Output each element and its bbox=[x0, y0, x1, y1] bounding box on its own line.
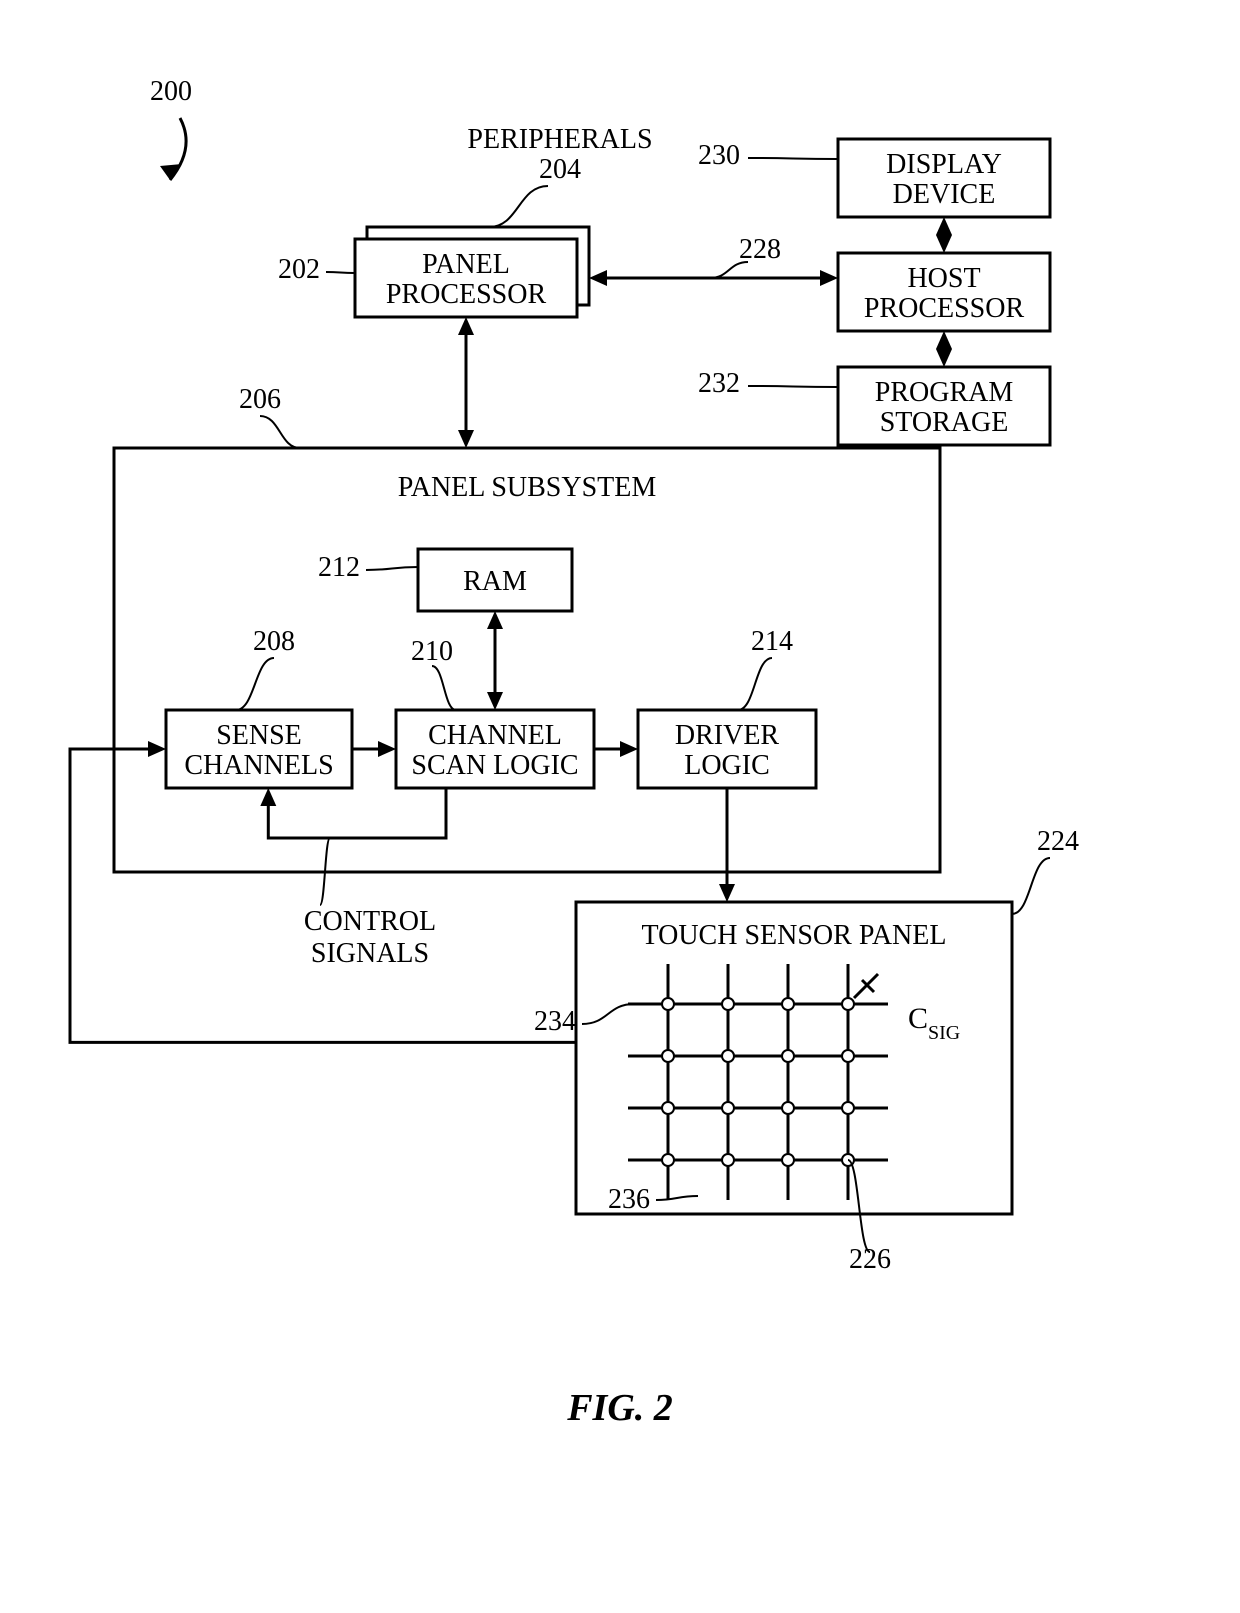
ref-232: 232 bbox=[698, 368, 740, 399]
ref-208: 208 bbox=[253, 626, 295, 657]
panel-subsystem-box bbox=[114, 448, 940, 872]
ram-label: RAM bbox=[463, 566, 527, 597]
channel-scan-l2: SCAN LOGIC bbox=[411, 750, 578, 781]
panel-processor-l1: PANEL bbox=[422, 249, 510, 280]
program-storage-l2: STORAGE bbox=[880, 407, 1009, 438]
ref-204: 204 bbox=[539, 154, 581, 185]
driver-logic-l1: DRIVER bbox=[675, 720, 780, 751]
ref-206: 206 bbox=[239, 384, 281, 415]
peripherals-label: PERIPHERALS bbox=[467, 124, 652, 155]
touch-sensor-panel-label: TOUCH SENSOR PANEL bbox=[642, 920, 947, 951]
host-processor-l1: HOST bbox=[907, 263, 980, 294]
ref-200-text: 200 bbox=[150, 76, 192, 107]
control-signals-l2: SIGNALS bbox=[311, 938, 429, 969]
panel-processor-l2: PROCESSOR bbox=[386, 279, 547, 310]
ref-224: 224 bbox=[1037, 826, 1079, 857]
ref-200 bbox=[160, 118, 186, 180]
driver-logic-l2: LOGIC bbox=[684, 750, 770, 781]
ref-234: 234 bbox=[534, 1006, 576, 1037]
ref-210: 210 bbox=[411, 636, 453, 667]
channel-scan-l1: CHANNEL bbox=[428, 720, 562, 751]
panel-subsystem-label: PANEL SUBSYSTEM bbox=[398, 472, 657, 503]
ref-236: 236 bbox=[608, 1184, 650, 1215]
ref-226: 226 bbox=[849, 1244, 891, 1275]
display-device-l2: DEVICE bbox=[893, 179, 996, 210]
ref-214: 214 bbox=[751, 626, 793, 657]
program-storage-l1: PROGRAM bbox=[875, 377, 1014, 408]
control-signals-l1: CONTROL bbox=[304, 906, 436, 937]
display-device-l1: DISPLAY bbox=[886, 149, 1002, 180]
ref-212: 212 bbox=[318, 552, 360, 583]
ref-230: 230 bbox=[698, 140, 740, 171]
ref-228: 228 bbox=[739, 234, 781, 265]
sense-channels-l1: SENSE bbox=[216, 720, 302, 751]
ref-202: 202 bbox=[278, 254, 320, 285]
sense-channels-l2: CHANNELS bbox=[184, 750, 333, 781]
figure-caption: FIG. 2 bbox=[566, 1387, 673, 1429]
host-processor-l2: PROCESSOR bbox=[864, 293, 1025, 324]
